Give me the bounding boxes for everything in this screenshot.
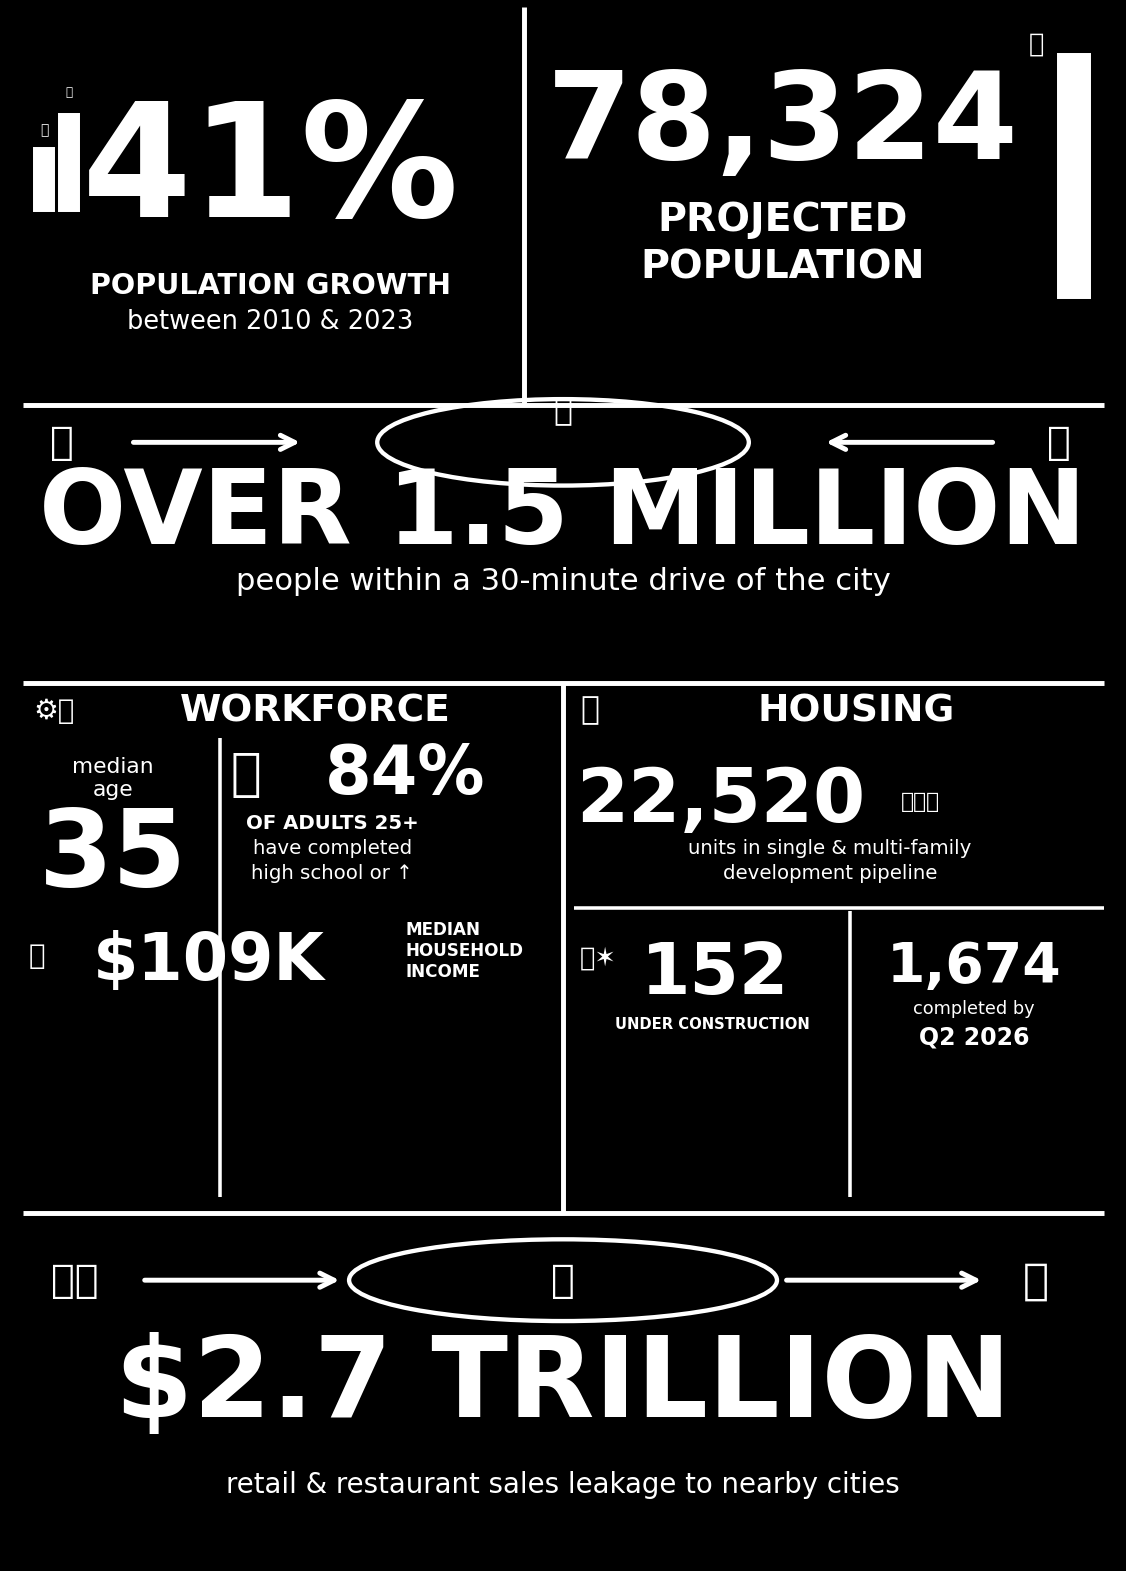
Text: $2.7 TRILLION: $2.7 TRILLION [115,1332,1011,1439]
Text: development pipeline: development pipeline [723,864,937,883]
Text: WORKFORCE: WORKFORCE [180,691,450,729]
Text: between 2010 & 2023: between 2010 & 2023 [127,309,413,335]
Text: 👫: 👫 [1028,31,1044,58]
Text: ⛹: ⛹ [39,123,48,137]
Text: 👫: 👫 [65,86,72,99]
Text: units in single & multi-family: units in single & multi-family [688,839,972,858]
Text: people within a 30-minute drive of the city: people within a 30-minute drive of the c… [235,567,891,595]
Text: $109K: $109K [92,930,324,993]
Text: 📍: 📍 [554,396,572,427]
Text: Q2 2026: Q2 2026 [919,1024,1029,1049]
Text: 152: 152 [641,939,789,1009]
Text: 🏠🏢🏠: 🏠🏢🏠 [901,792,940,811]
Text: 2029: 2029 [1066,156,1082,198]
Text: 🍴🍽: 🍴🍽 [51,1262,98,1299]
Text: 78,324: 78,324 [547,68,1018,184]
Text: MEDIAN
HOUSEHOLD
INCOME: MEDIAN HOUSEHOLD INCOME [405,921,524,980]
Text: HOUSING: HOUSING [757,691,955,729]
Text: 🏠: 🏠 [580,694,599,726]
Text: 1,674: 1,674 [886,939,1062,993]
Text: 35: 35 [38,804,187,908]
Text: 41%: 41% [81,96,459,250]
Text: 👫: 👫 [1046,424,1071,462]
Text: have completed: have completed [252,839,412,858]
Text: 👫: 👫 [50,424,74,462]
Text: retail & restaurant sales leakage to nearby cities: retail & restaurant sales leakage to nea… [226,1470,900,1499]
Bar [1058,55,1090,298]
Text: high school or ↑: high school or ↑ [251,864,413,883]
Text: 🏠: 🏠 [28,941,45,969]
Text: 👫: 👫 [551,1262,575,1299]
Bar [34,149,54,212]
Text: median
age: median age [72,756,153,800]
Text: PROJECTED: PROJECTED [658,201,908,239]
Text: POPULATION GROWTH: POPULATION GROWTH [90,272,450,300]
Text: 84%: 84% [325,742,485,807]
Text: ⚙👷: ⚙👷 [34,696,75,724]
Text: OF ADULTS 25+: OF ADULTS 25+ [245,814,419,833]
Bar [59,115,79,212]
Text: UNDER CONSTRUCTION: UNDER CONSTRUCTION [616,1016,810,1032]
Text: 🔧✶: 🔧✶ [580,946,617,971]
Text: completed by: completed by [913,999,1035,1018]
Text: OVER 1.5 MILLION: OVER 1.5 MILLION [39,465,1087,566]
Text: ⓘ: ⓘ [231,749,261,800]
Text: 22,520: 22,520 [577,765,865,837]
Text: 🏪: 🏪 [1022,1260,1049,1301]
Text: POPULATION: POPULATION [641,248,924,286]
